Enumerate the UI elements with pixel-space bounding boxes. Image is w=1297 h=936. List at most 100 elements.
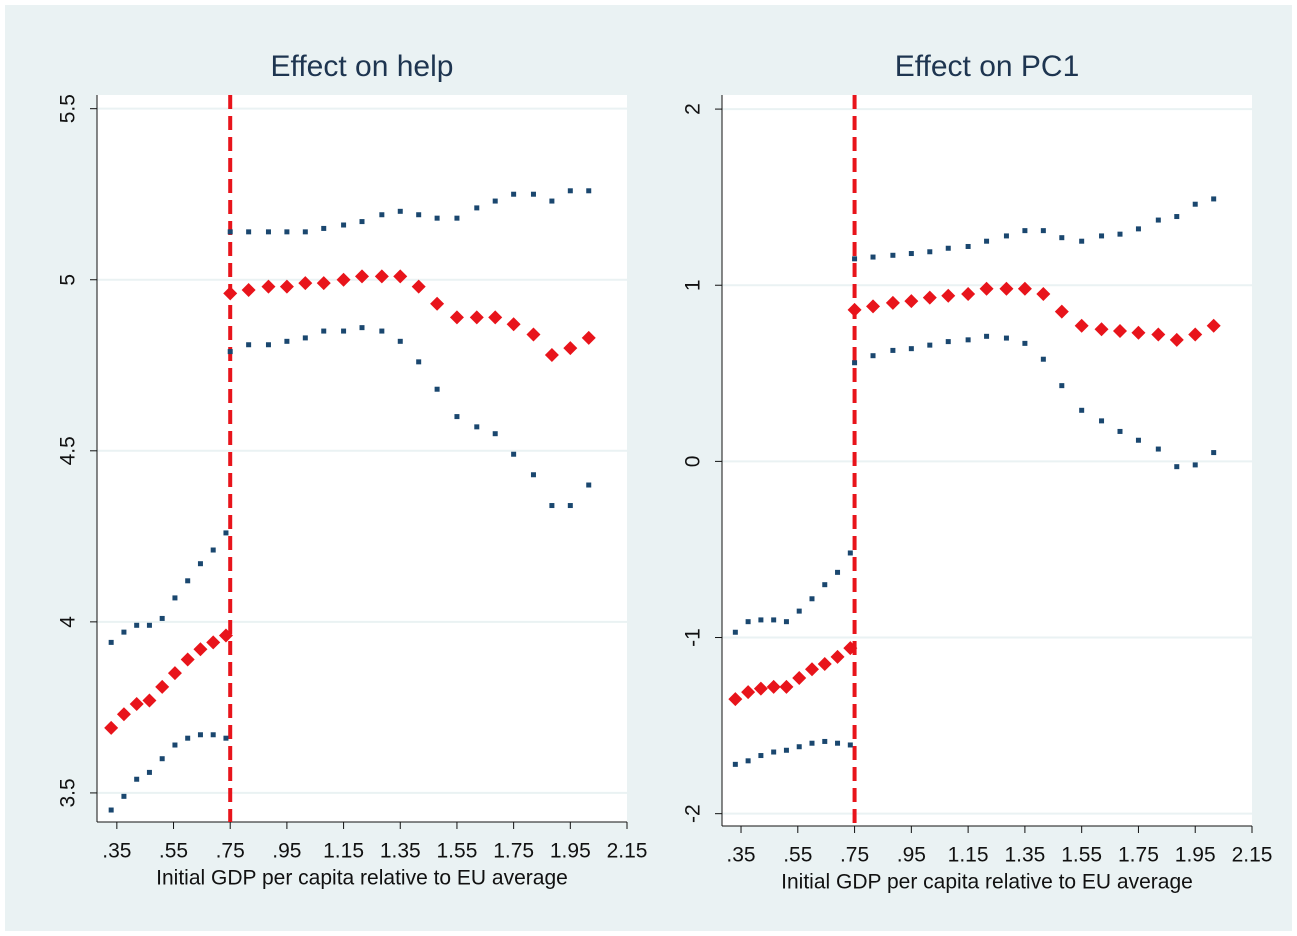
x-axis-label: Initial GDP per capita relative to EU av…: [156, 867, 568, 890]
estimate-marker: [766, 679, 781, 694]
ci-marker: [341, 328, 347, 334]
ci-marker: [945, 245, 951, 251]
ci-marker: [321, 225, 327, 231]
ci-marker: [397, 338, 403, 344]
x-tick-label: .75: [840, 844, 869, 867]
estimate-marker: [563, 341, 578, 356]
estimate-marker: [1094, 322, 1109, 337]
estimate-marker: [741, 685, 756, 700]
estimate-marker: [792, 671, 807, 686]
ci-marker: [1059, 383, 1065, 389]
ci-marker: [1192, 201, 1198, 207]
ci-marker: [822, 738, 828, 744]
estimate-marker: [355, 269, 369, 284]
x-tick-label: .55: [159, 840, 188, 863]
ci-marker: [567, 503, 573, 509]
estimate-marker: [223, 286, 238, 301]
estimate-marker: [866, 299, 881, 314]
estimate-marker: [116, 707, 131, 722]
ci-marker: [246, 229, 252, 235]
ci-marker: [1174, 214, 1180, 220]
ci-marker: [783, 619, 789, 625]
x-tick-label: 1.55: [437, 840, 478, 863]
estimate-marker: [206, 635, 221, 650]
estimate-marker: [411, 279, 426, 294]
plot-area: [97, 95, 627, 822]
estimate-marker: [753, 681, 768, 696]
estimate-marker: [979, 281, 994, 296]
ci-marker: [890, 347, 896, 353]
ci-marker: [927, 249, 933, 255]
x-tick-label: 1.55: [1061, 844, 1102, 867]
ci-marker: [159, 756, 165, 762]
x-tick-label: 1.95: [550, 840, 591, 863]
estimate-marker: [728, 692, 743, 707]
ci-marker: [379, 212, 385, 218]
estimate-marker: [804, 662, 819, 677]
ci-marker: [185, 735, 191, 741]
estimate-marker: [922, 290, 937, 305]
estimate-marker: [999, 281, 1014, 296]
ci-marker: [321, 328, 327, 334]
ci-marker: [492, 198, 498, 204]
y-tick-label: 4: [57, 616, 80, 628]
ci-marker: [1117, 231, 1123, 237]
ci-marker: [108, 807, 114, 813]
x-tick-label: .35: [726, 844, 755, 867]
estimate-marker: [218, 628, 233, 643]
ci-marker: [227, 349, 233, 355]
estimate-marker: [279, 279, 294, 294]
estimate-marker: [904, 294, 919, 309]
ci-marker: [852, 256, 858, 262]
estimate-marker: [1112, 324, 1127, 339]
x-tick-label: 1.75: [493, 840, 534, 863]
ci-marker: [549, 198, 555, 204]
ci-marker: [265, 229, 271, 235]
ci-marker: [809, 740, 815, 746]
estimate-marker: [316, 276, 331, 291]
ci-marker: [945, 339, 951, 345]
ci-marker: [474, 424, 480, 430]
x-axis-label: Initial GDP per capita relative to EU av…: [781, 871, 1193, 894]
ci-marker: [732, 761, 738, 767]
ci-marker: [1003, 335, 1009, 341]
ci-marker: [965, 243, 971, 249]
ci-marker: [223, 735, 229, 741]
ci-marker: [108, 639, 114, 645]
ci-marker: [227, 229, 233, 235]
y-tick-label: 2: [682, 103, 705, 115]
ci-marker: [359, 325, 365, 331]
estimate-marker: [830, 649, 845, 664]
estimate-marker: [155, 679, 170, 694]
estimate-marker: [941, 288, 956, 303]
estimate-marker: [393, 269, 408, 284]
estimate-marker: [1017, 281, 1032, 296]
ci-marker: [1040, 228, 1046, 234]
ci-marker: [172, 742, 178, 748]
ci-marker: [434, 386, 440, 392]
ci-marker: [1135, 437, 1141, 443]
ci-marker: [847, 742, 853, 748]
ci-marker: [984, 333, 990, 339]
x-tick-label: .95: [272, 840, 301, 863]
estimate-marker: [885, 295, 900, 310]
estimate-marker: [1188, 327, 1203, 342]
ci-marker: [835, 740, 841, 746]
estimate-marker: [261, 279, 276, 294]
ci-marker: [121, 629, 127, 635]
estimate-marker: [104, 720, 119, 735]
estimate-marker: [488, 310, 503, 325]
estimate-marker: [430, 296, 445, 311]
ci-marker: [835, 569, 841, 575]
ci-marker: [1174, 464, 1180, 470]
ci-marker: [870, 353, 876, 359]
ci-marker: [159, 615, 165, 621]
ci-marker: [146, 769, 152, 775]
estimate-marker: [336, 272, 351, 287]
estimate-marker: [142, 693, 157, 708]
ci-marker: [586, 188, 592, 194]
ci-marker: [771, 617, 777, 623]
x-tick-label: .75: [216, 840, 245, 863]
ci-marker: [1022, 340, 1028, 346]
ci-marker: [758, 617, 764, 623]
